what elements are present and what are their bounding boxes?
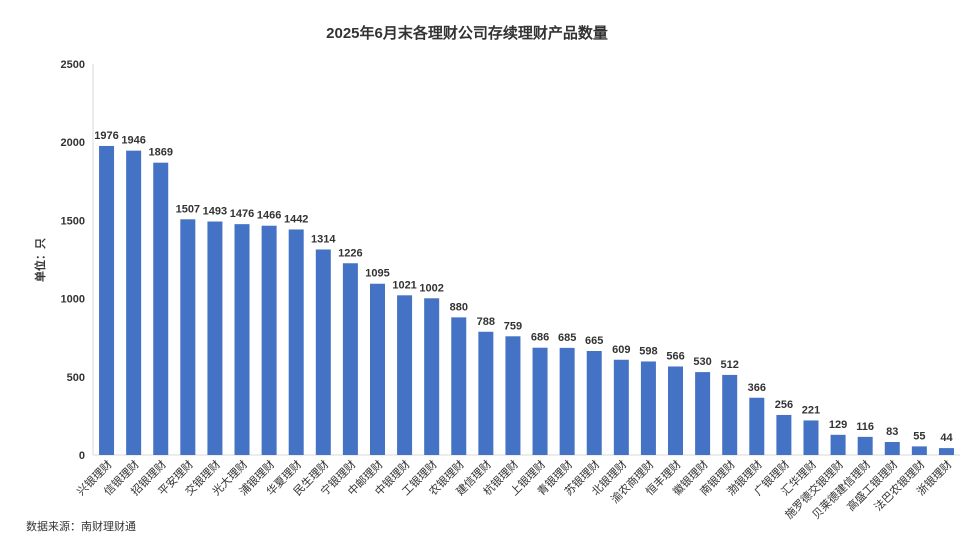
bar [884, 442, 900, 455]
bar [749, 397, 765, 455]
data-label: 686 [531, 332, 549, 344]
bar [369, 283, 385, 455]
bar [397, 295, 413, 455]
data-label: 1946 [121, 135, 145, 147]
data-label: 1507 [176, 203, 200, 215]
data-label: 880 [450, 301, 468, 313]
bar [559, 347, 575, 455]
bar [478, 331, 494, 455]
data-label: 1442 [284, 213, 308, 225]
data-label: 1021 [392, 279, 416, 291]
data-label: 1476 [230, 208, 254, 220]
data-label: 1976 [94, 130, 118, 142]
bar [695, 372, 711, 455]
data-label: 1314 [311, 233, 336, 245]
bar [315, 249, 331, 455]
bar [234, 224, 250, 455]
data-label: 512 [721, 359, 739, 371]
bar [586, 350, 602, 455]
data-label: 83 [886, 426, 898, 438]
bar [153, 162, 169, 455]
bar [803, 420, 819, 455]
bar [613, 359, 629, 455]
bar [451, 317, 467, 455]
y-tick-label: 500 [67, 372, 85, 384]
source-note: 数据来源：南财理财通 [26, 521, 136, 533]
bar [126, 150, 142, 455]
data-label: 55 [913, 430, 925, 442]
data-label: 530 [693, 356, 711, 368]
data-label: 1002 [419, 282, 443, 294]
chart-title: 2025年6月末各理财公司存续理财产品数量 [326, 24, 608, 42]
bar [505, 336, 521, 455]
data-label: 1226 [338, 247, 362, 259]
bar [722, 374, 738, 455]
data-label: 1869 [148, 147, 172, 159]
bar [261, 225, 277, 455]
data-label: 609 [612, 344, 630, 356]
bar [99, 145, 115, 455]
y-tick-label: 1000 [61, 294, 85, 306]
data-label: 566 [666, 350, 684, 362]
y-tick-label: 1500 [61, 215, 85, 227]
bar [668, 366, 684, 455]
data-label: 221 [802, 404, 820, 416]
data-label: 1466 [257, 210, 281, 222]
data-label: 256 [775, 399, 793, 411]
bar [640, 361, 656, 455]
y-axis-label: 单位：只 [33, 238, 47, 282]
data-label: 788 [477, 316, 495, 328]
bar [424, 298, 440, 455]
bar [180, 219, 196, 455]
data-label: 759 [504, 320, 522, 332]
bar [911, 446, 927, 455]
bar [288, 229, 304, 455]
data-label: 685 [558, 332, 576, 344]
bar [830, 434, 846, 455]
data-label: 366 [748, 382, 766, 394]
y-tick-label: 2500 [61, 59, 85, 71]
data-label: 1493 [203, 205, 227, 217]
bar [938, 448, 954, 455]
data-label: 665 [585, 335, 603, 347]
y-tick-label: 0 [79, 450, 85, 462]
y-tick-label: 2000 [61, 137, 85, 149]
data-label: 129 [829, 419, 847, 431]
data-label: 598 [639, 345, 657, 357]
data-label: 116 [856, 421, 874, 433]
bar [776, 414, 792, 455]
data-label: 1095 [365, 268, 389, 280]
bar [207, 221, 223, 455]
bar [342, 263, 358, 455]
bar [857, 436, 873, 455]
data-label: 44 [940, 432, 953, 444]
bar [532, 347, 548, 455]
